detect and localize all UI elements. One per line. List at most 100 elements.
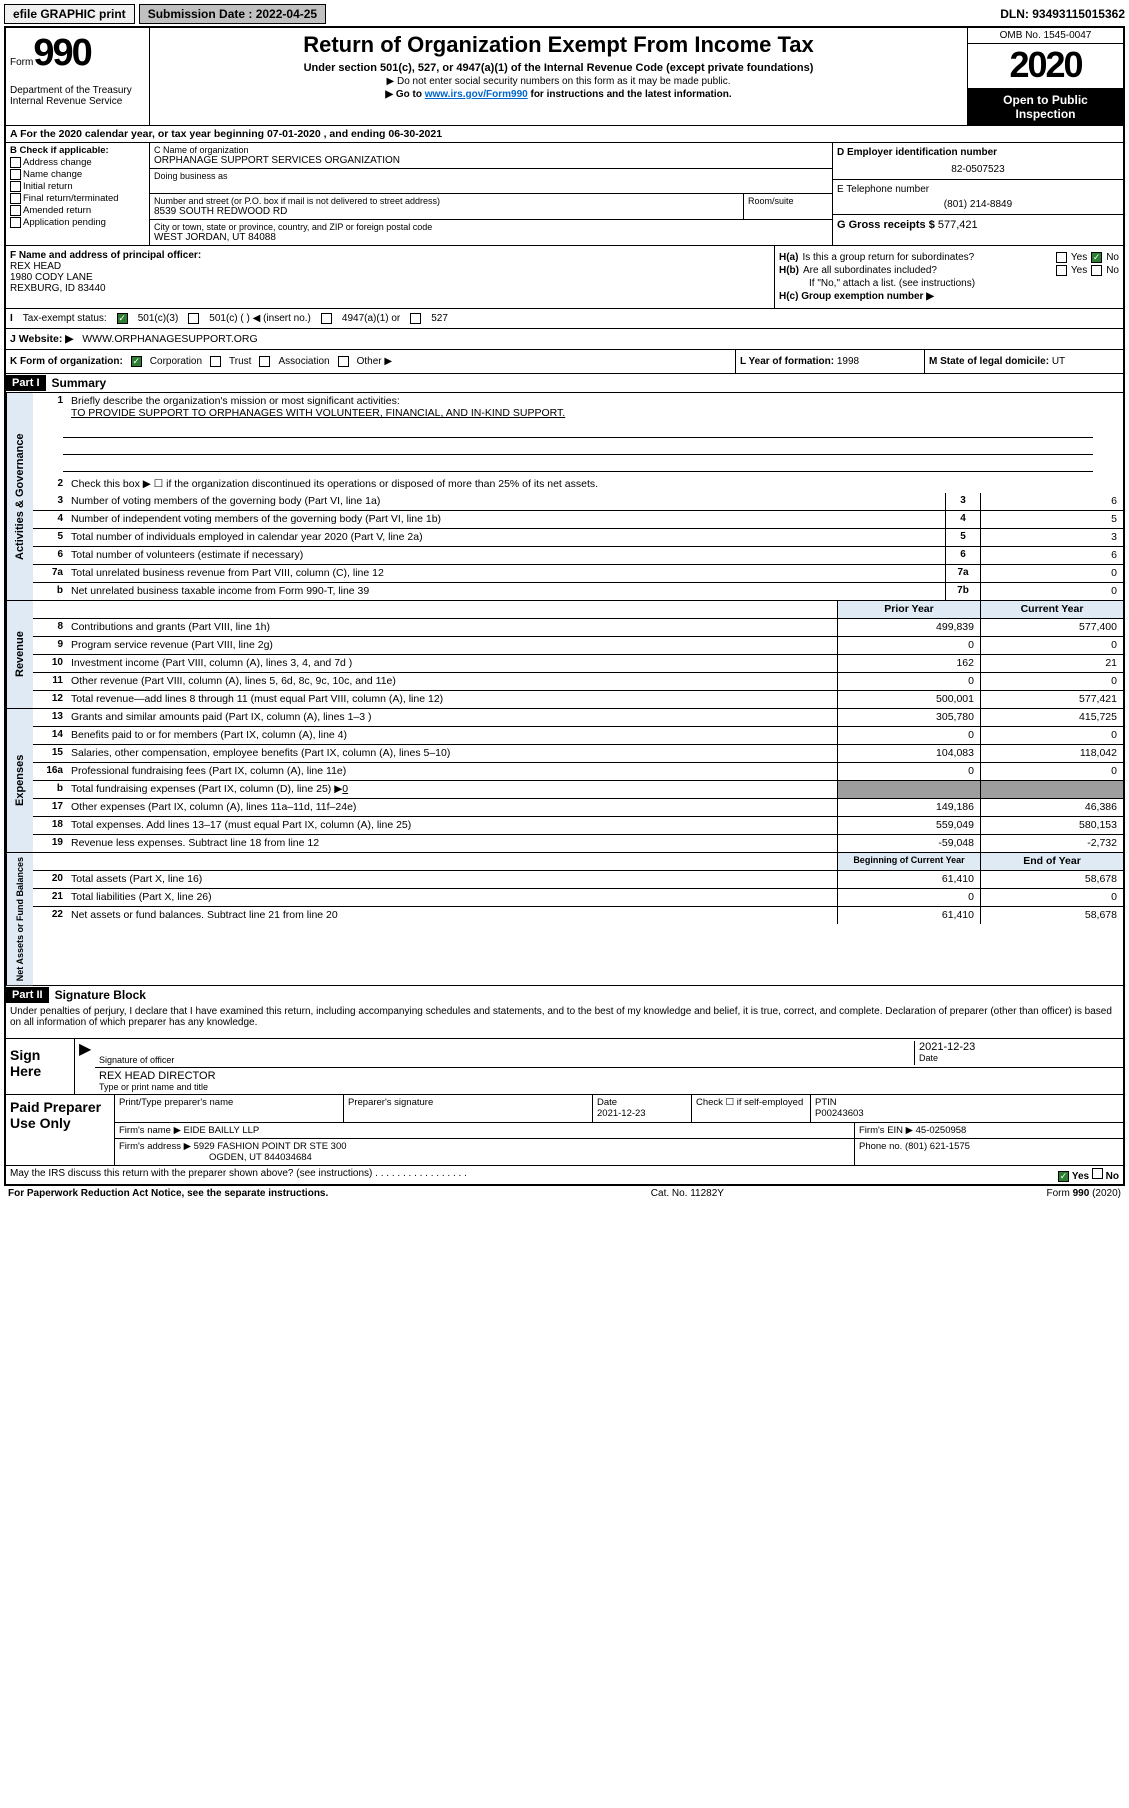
chk-ha-yes[interactable] xyxy=(1056,252,1067,263)
officer-addr1: 1980 CODY LANE xyxy=(10,272,770,283)
chk-discuss-no[interactable] xyxy=(1092,1168,1103,1179)
irs-link[interactable]: www.irs.gov/Form990 xyxy=(425,89,528,100)
form-title: Return of Organization Exempt From Incom… xyxy=(158,32,959,58)
chk-addr-change[interactable] xyxy=(10,157,21,168)
efile-print-btn[interactable]: efile GRAPHIC print xyxy=(4,4,135,24)
val-6: 6 xyxy=(980,547,1123,564)
val-7a: 0 xyxy=(980,565,1123,582)
prep-sig-label: Preparer's signature xyxy=(348,1097,588,1108)
side-governance: Activities & Governance xyxy=(6,393,33,600)
part1-header: Part I xyxy=(6,375,46,391)
chk-other[interactable] xyxy=(338,356,349,367)
line3-text: Number of voting members of the governin… xyxy=(67,493,945,510)
open-public: Open to Public Inspection xyxy=(968,89,1123,125)
firm-addr2: OGDEN, UT 844034684 xyxy=(209,1152,312,1163)
tax-status-label: Tax-exempt status: xyxy=(23,313,107,324)
line5-text: Total number of individuals employed in … xyxy=(67,529,945,546)
chk-ha-no[interactable]: ✓ xyxy=(1091,252,1102,263)
chk-trust[interactable] xyxy=(210,356,221,367)
gross-val: 577,421 xyxy=(938,219,978,231)
chk-hb-no[interactable] xyxy=(1091,265,1102,276)
ha-text: Is this a group return for subordinates? xyxy=(802,252,1051,263)
self-emp-check: Check ☐ if self-employed xyxy=(692,1095,811,1122)
chk-initial[interactable] xyxy=(10,181,21,192)
dba-label: Doing business as xyxy=(154,171,828,181)
website-val: WWW.ORPHANAGESUPPORT.ORG xyxy=(82,333,257,345)
city-label: City or town, state or province, country… xyxy=(154,222,828,232)
hb-text: Are all subordinates included? xyxy=(803,265,1052,276)
note-goto-pre: ▶ Go to xyxy=(385,89,424,100)
line6-text: Total number of volunteers (estimate if … xyxy=(67,547,945,564)
val-3: 6 xyxy=(980,493,1123,510)
org-name-label: C Name of organization xyxy=(154,145,828,155)
chk-501c3[interactable]: ✓ xyxy=(117,313,128,324)
top-bar: efile GRAPHIC print Submission Date : 20… xyxy=(4,4,1125,24)
prep-name-label: Print/Type preparer's name xyxy=(119,1097,339,1108)
val-5: 3 xyxy=(980,529,1123,546)
paperwork-notice: For Paperwork Reduction Act Notice, see … xyxy=(8,1188,328,1199)
note-goto-post: for instructions and the latest informat… xyxy=(528,89,732,100)
print-name-label: Type or print name and title xyxy=(99,1082,1119,1092)
part2-title: Signature Block xyxy=(49,986,152,1004)
officer-addr2: REXBURG, ID 83440 xyxy=(10,283,770,294)
addr-label: Number and street (or P.O. box if mail i… xyxy=(154,196,739,206)
officer-name: REX HEAD xyxy=(10,261,770,272)
end-year-hdr: End of Year xyxy=(980,853,1123,870)
form-number: 990 xyxy=(33,32,90,74)
val-7b: 0 xyxy=(980,583,1123,600)
gross-label: G Gross receipts $ xyxy=(837,219,938,231)
room-label: Room/suite xyxy=(748,196,828,206)
street-addr: 8539 SOUTH REDWOOD RD xyxy=(154,206,739,217)
chk-final[interactable] xyxy=(10,193,21,204)
paid-prep-label: Paid Preparer Use Only xyxy=(6,1095,114,1165)
paid-date-label: Date xyxy=(597,1097,687,1108)
line4-text: Number of independent voting members of … xyxy=(67,511,945,528)
submission-date: Submission Date : 2022-04-25 xyxy=(139,4,326,24)
line2-text: Check this box ▶ ☐ if the organization d… xyxy=(67,476,1123,493)
paid-date: 2021-12-23 xyxy=(597,1108,687,1119)
side-expenses: Expenses xyxy=(6,709,33,852)
phone-val: (801) 214-8849 xyxy=(837,199,1119,210)
chk-corp[interactable]: ✓ xyxy=(131,356,142,367)
begin-year-hdr: Beginning of Current Year xyxy=(837,853,980,870)
chk-4947[interactable] xyxy=(321,313,332,324)
tax-year: 2020 xyxy=(968,44,1123,89)
firm-ein: 45-0250958 xyxy=(916,1125,967,1136)
hb-note: If "No," attach a list. (see instruction… xyxy=(779,278,1119,289)
part2-header: Part II xyxy=(6,987,49,1003)
prior-year-hdr: Prior Year xyxy=(837,601,980,618)
chk-amended[interactable] xyxy=(10,205,21,216)
ein-val: 82-0507523 xyxy=(837,164,1119,175)
header: Form990 Department of the Treasury Inter… xyxy=(6,28,1123,126)
date-label: Date xyxy=(919,1053,1119,1063)
part1-title: Summary xyxy=(46,374,113,392)
val-4: 5 xyxy=(980,511,1123,528)
firm-name: EIDE BAILLY LLP xyxy=(184,1125,260,1136)
city-val: WEST JORDAN, UT 84088 xyxy=(154,232,828,243)
hc-label: H(c) Group exemption number ▶ xyxy=(779,291,934,302)
chk-527[interactable] xyxy=(410,313,421,324)
section-f-label: F Name and address of principal officer: xyxy=(10,250,770,261)
calendar-year-line: A For the 2020 calendar year, or tax yea… xyxy=(6,126,1123,142)
side-net: Net Assets or Fund Balances xyxy=(6,853,33,985)
year-formation: 1998 xyxy=(837,356,859,367)
ein-label: D Employer identification number xyxy=(837,147,1119,158)
chk-name-change[interactable] xyxy=(10,169,21,180)
irs-label: Internal Revenue Service xyxy=(10,96,145,107)
chk-pending[interactable] xyxy=(10,217,21,228)
dln: DLN: 93493115015362 xyxy=(1000,7,1125,21)
form-footer: Form 990 (2020) xyxy=(1047,1188,1121,1199)
chk-hb-yes[interactable] xyxy=(1056,265,1067,276)
form-subtitle: Under section 501(c), 527, or 4947(a)(1)… xyxy=(158,62,959,74)
section-b-header: B Check if applicable: xyxy=(10,145,145,156)
chk-assoc[interactable] xyxy=(259,356,270,367)
officer-print-name: REX HEAD DIRECTOR xyxy=(99,1070,1119,1082)
side-revenue: Revenue xyxy=(6,601,33,708)
line7a-text: Total unrelated business revenue from Pa… xyxy=(67,565,945,582)
chk-501c[interactable] xyxy=(188,313,199,324)
ptin-label: PTIN xyxy=(815,1097,1119,1108)
form-container: Form990 Department of the Treasury Inter… xyxy=(4,26,1125,1186)
ptin-val: P00243603 xyxy=(815,1108,1119,1119)
cat-no: Cat. No. 11282Y xyxy=(651,1188,724,1199)
chk-discuss-yes[interactable]: ✓ xyxy=(1058,1171,1069,1182)
